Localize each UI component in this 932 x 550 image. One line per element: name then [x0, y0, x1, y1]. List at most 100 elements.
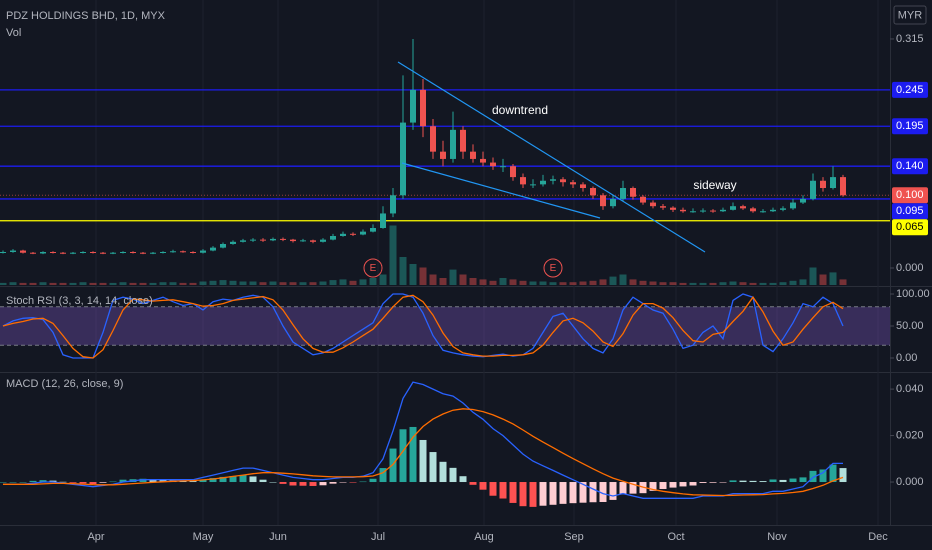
volume-bar: [179, 282, 187, 285]
histogram-bar: [249, 476, 257, 483]
histogram-bar: [579, 482, 587, 503]
histogram-bar: [119, 479, 127, 483]
candle-body: [530, 184, 536, 186]
candle-body: [470, 151, 476, 159]
candle-body: [640, 196, 646, 203]
volume-bar: [9, 282, 17, 285]
indicator-line: [2, 293, 844, 359]
candle-body: [80, 251, 86, 253]
volume-bar: [239, 281, 247, 285]
candle-body: [100, 252, 106, 254]
histogram-bar: [529, 482, 537, 507]
histogram-bar: [279, 482, 287, 484]
histogram-bar: [399, 429, 407, 483]
histogram-bar: [769, 479, 777, 483]
candle-body: [30, 252, 36, 254]
volume-bar: [769, 282, 777, 285]
volume-bar: [149, 282, 157, 285]
volume-bar: [589, 280, 597, 285]
histogram-bar: [239, 475, 247, 483]
candle-body: [280, 238, 286, 240]
candle-body: [120, 251, 126, 253]
candle-body: [650, 202, 656, 207]
candle-body: [740, 206, 746, 209]
histogram-bar: [539, 482, 547, 506]
volume-bar: [169, 282, 177, 285]
candle-body: [400, 122, 406, 196]
candle-body: [330, 235, 336, 240]
currency[interactable]: MYR: [898, 9, 923, 21]
earnings-marker: [363, 258, 383, 278]
histogram-bar: [189, 481, 197, 483]
y-tick-label: 0.000: [896, 476, 924, 488]
y-tick-label: 50.00: [896, 320, 924, 332]
candle-body: [170, 251, 176, 253]
candle-body: [130, 251, 136, 253]
volume-bar: [449, 269, 457, 285]
candle-body: [570, 182, 576, 185]
volume-bar: [489, 280, 497, 285]
histogram-bar: [659, 482, 667, 489]
candle-body: [220, 243, 226, 248]
volume-bar: [159, 282, 167, 285]
candle-body: [70, 252, 76, 254]
volume-bar: [349, 280, 357, 285]
y-tick-label: 0.315: [896, 33, 924, 45]
volume-bar: [829, 272, 837, 285]
volume-bar: [839, 279, 847, 285]
volume-bar: [519, 280, 527, 285]
candle-body: [670, 207, 676, 210]
histogram-bar: [299, 482, 307, 486]
x-tick-label: Oct: [667, 531, 684, 543]
volume-bar: [819, 274, 827, 285]
histogram-bar: [479, 482, 487, 490]
histogram-bar: [389, 448, 397, 483]
volume-bar: [259, 282, 267, 285]
candle-body: [550, 179, 556, 181]
currency-box[interactable]: [893, 5, 927, 25]
histogram-bar: [509, 482, 517, 503]
histogram-bar: [9, 482, 17, 483]
volume-bar: [109, 282, 117, 285]
histogram-bar: [519, 482, 527, 507]
y-tick-label: 0.040: [896, 383, 924, 395]
histogram-bar: [229, 475, 237, 483]
volume-bar: [279, 282, 287, 285]
x-tick-label: May: [193, 531, 214, 543]
candle-body: [0, 251, 6, 253]
histogram-bar: [149, 479, 157, 483]
price-label: 0.065: [896, 221, 924, 233]
volume-bar: [559, 282, 567, 285]
annotation: sideway: [693, 178, 736, 192]
candle-body: [720, 209, 726, 212]
candle-body: [780, 208, 786, 210]
candle-body: [580, 184, 586, 189]
histogram-bar: [749, 480, 757, 483]
candle-body: [20, 250, 26, 253]
candle-body: [590, 188, 596, 196]
histogram-bar: [619, 482, 627, 495]
candle-body: [380, 213, 386, 228]
volume-bar: [709, 282, 717, 285]
histogram-bar: [369, 478, 377, 483]
price-label-box: [892, 187, 928, 204]
volume-bar: [309, 282, 317, 285]
histogram-bar: [649, 482, 657, 491]
candle-body: [730, 206, 736, 210]
histogram-bar: [699, 482, 707, 483]
candle-body: [90, 251, 96, 253]
volume-bar: [359, 279, 367, 285]
histogram-bar: [419, 439, 427, 483]
volume-bar: [729, 281, 737, 285]
histogram-bar: [799, 477, 807, 483]
histogram-bar: [839, 468, 847, 483]
candle-body: [560, 179, 566, 183]
price-label: 0.140: [896, 160, 924, 172]
volume-bar: [459, 274, 467, 285]
volume-bar: [69, 282, 77, 285]
volume-bar: [629, 279, 637, 285]
candle-body: [370, 228, 376, 232]
histogram-bar: [359, 481, 367, 483]
candle-body: [200, 250, 206, 253]
volume-bar: [319, 281, 327, 285]
